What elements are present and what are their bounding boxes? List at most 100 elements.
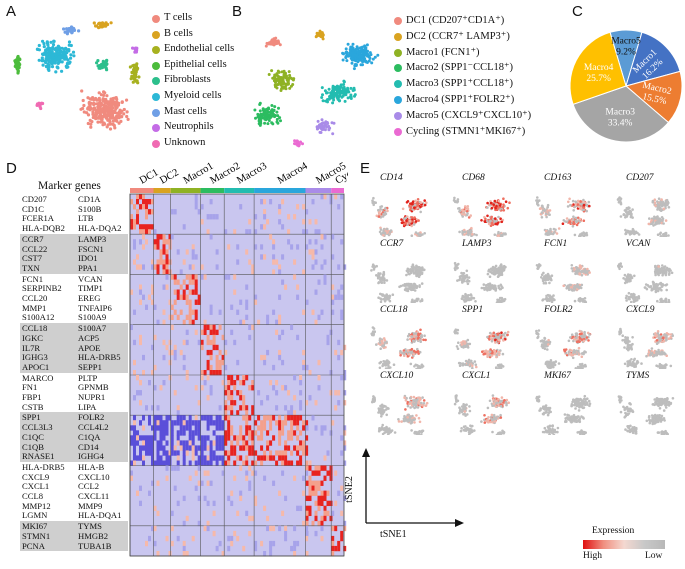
tsne-b-point [339, 83, 343, 87]
heatmap-cell [153, 334, 157, 341]
feature-plot [535, 196, 591, 237]
heatmap-cell [168, 551, 172, 557]
tsne-b-point [282, 72, 286, 76]
heatmap-cell [194, 460, 198, 466]
heatmap-cell [308, 370, 312, 376]
heatmap-cell [302, 445, 306, 451]
heatmap-cell [343, 525, 347, 532]
tsne-a-point [67, 49, 71, 53]
heatmap-cell [269, 380, 273, 386]
heatmap-cell [299, 505, 303, 512]
heatmap-cell [326, 500, 330, 507]
gene-group-shade [20, 323, 128, 373]
heatmap-cell [203, 460, 207, 466]
feature-point [562, 284, 565, 288]
heatmap-cell [343, 264, 347, 270]
feature-point [504, 331, 507, 335]
feature-point [370, 269, 373, 272]
heatmap-cell [148, 415, 151, 421]
legend-b-item-swatch [394, 96, 402, 104]
heatmap-cell [296, 505, 300, 512]
heatmap-cell [230, 400, 234, 406]
feature-point [502, 299, 506, 303]
heatmap-cell [227, 460, 231, 466]
heatmap-cell [159, 445, 163, 451]
feature-point [578, 272, 581, 275]
feature-point [414, 220, 418, 223]
tsne-a-point [112, 100, 116, 104]
feature-point [470, 226, 473, 230]
feature-point [656, 283, 660, 286]
heatmap-cell [260, 420, 264, 426]
heatmap-cell [162, 269, 166, 275]
heatmap-cell [245, 470, 249, 476]
heatmap-cell [153, 425, 157, 431]
heatmap-cell [245, 430, 249, 436]
tsne-b-point [343, 99, 347, 103]
heatmap-cell [284, 530, 288, 537]
tsne-b-point [282, 86, 286, 90]
heatmap-cell [308, 495, 312, 502]
heatmap-cell [206, 334, 210, 341]
heatmap-cell [221, 380, 225, 386]
tsne-a-point [134, 72, 138, 76]
tsne-a-point [64, 64, 68, 68]
heatmap-cell [233, 380, 237, 386]
heatmap-cell [218, 440, 222, 446]
tsne-b-point [350, 51, 354, 55]
tsne-a-point [132, 74, 136, 78]
heatmap-cell [296, 450, 300, 456]
heatmap-cell [218, 455, 222, 461]
tsne-a-point [17, 66, 21, 70]
feature-point [574, 200, 577, 203]
tsne-b-point [365, 61, 369, 64]
heatmap-cell [320, 490, 324, 496]
heatmap-cell [191, 264, 195, 270]
heatmap-cell [156, 319, 160, 326]
heatmap-cell [165, 440, 169, 446]
heatmap-cell [200, 204, 204, 210]
heatmap-cell [212, 450, 216, 456]
heatmap-cell [248, 415, 252, 421]
feature-point [665, 267, 669, 271]
heatmap-cell [142, 229, 145, 235]
heatmap-cell [343, 375, 347, 381]
heatmap-cell [266, 219, 270, 225]
tsne-a-point [56, 61, 60, 65]
feature-point [624, 296, 628, 300]
heatmap-cell [263, 199, 267, 205]
heatmap-cell [314, 249, 318, 255]
feature-point [627, 231, 631, 234]
feature-point [633, 274, 636, 278]
heatmap-cell [165, 535, 169, 542]
feature-point [502, 333, 505, 337]
feature-point [648, 217, 651, 220]
heatmap-cell [266, 440, 270, 446]
tsne-a-point [134, 50, 138, 54]
heatmap-cell [197, 465, 201, 471]
heatmap-cell [230, 445, 234, 451]
tsne-a-point [112, 96, 116, 100]
feature-point [419, 205, 422, 209]
feature-point [384, 207, 387, 210]
feature-point [488, 275, 492, 278]
heatmap-cell [176, 294, 180, 300]
feature-point [586, 267, 589, 271]
feature-point [548, 281, 551, 285]
marker-gene-label: CCL22 [22, 243, 48, 254]
heatmap-cell [293, 214, 297, 220]
heatmap-cell [230, 490, 234, 496]
heatmap-cell [278, 354, 282, 361]
heatmap-cell [194, 470, 198, 476]
legend-b-item-label: Macro1 (FCN1⁺) [406, 46, 480, 58]
feature-point [419, 210, 422, 214]
heatmap-cell [130, 214, 133, 220]
heatmap-cell [305, 244, 309, 250]
heatmap-cell [254, 495, 258, 502]
feature-point [548, 213, 551, 216]
heatmap-cell [191, 319, 195, 326]
heatmap-cell [230, 405, 234, 411]
heatmap-cell [269, 551, 273, 557]
heatmap-cell [200, 385, 204, 391]
heatmap-cell [218, 359, 222, 366]
